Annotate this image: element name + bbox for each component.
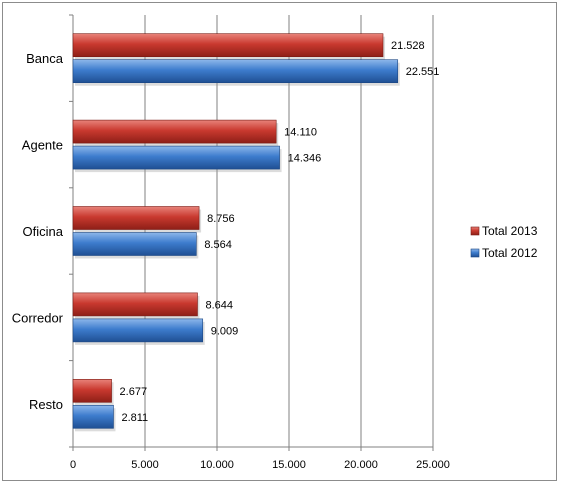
legend-label: Total 2012 xyxy=(482,246,538,260)
x-tick-label: 15.000 xyxy=(272,459,306,471)
data-label: 21.528 xyxy=(391,40,425,52)
bar xyxy=(72,206,200,230)
data-label: 8.756 xyxy=(207,213,235,225)
x-tick-label: 25.000 xyxy=(416,459,450,471)
gridlines xyxy=(144,15,434,447)
legend-swatch xyxy=(470,226,480,236)
category-label: Banca xyxy=(26,51,64,66)
bar xyxy=(72,404,114,429)
data-label: 2.677 xyxy=(120,386,148,398)
category-label: Oficina xyxy=(23,224,64,239)
data-label: 22.551 xyxy=(406,66,440,78)
bar xyxy=(72,145,280,170)
bar xyxy=(72,292,198,317)
bar xyxy=(72,232,197,256)
category-label: Resto xyxy=(29,397,63,412)
data-label: 8.564 xyxy=(204,239,232,251)
legend: Total 2013 Total 2012 xyxy=(470,224,538,260)
data-label: 14.346 xyxy=(288,153,322,165)
category-label: Agente xyxy=(22,138,63,153)
data-label: 14.110 xyxy=(284,127,317,139)
legend-swatch xyxy=(470,248,480,258)
x-tick-label: 20.000 xyxy=(344,459,378,471)
category-label: Corredor xyxy=(12,310,64,325)
bars xyxy=(72,33,400,432)
bar xyxy=(72,378,112,403)
x-tick-label: 5.000 xyxy=(131,459,159,471)
bar xyxy=(72,318,204,343)
bar xyxy=(72,59,399,84)
labels: 0 5.000 10.000 15.000 20.000 25.000 Banca 21.52… xyxy=(12,40,450,471)
bar xyxy=(72,33,384,58)
legend-label: Total 2013 xyxy=(482,224,538,238)
data-label: 8.644 xyxy=(205,299,233,311)
x-tick-label: 0 xyxy=(70,459,76,471)
bar xyxy=(72,119,277,144)
axes xyxy=(69,14,434,451)
data-label: 2.811 xyxy=(121,412,148,424)
data-label: 9.009 xyxy=(211,325,239,337)
x-tick-label: 10.000 xyxy=(200,459,234,471)
